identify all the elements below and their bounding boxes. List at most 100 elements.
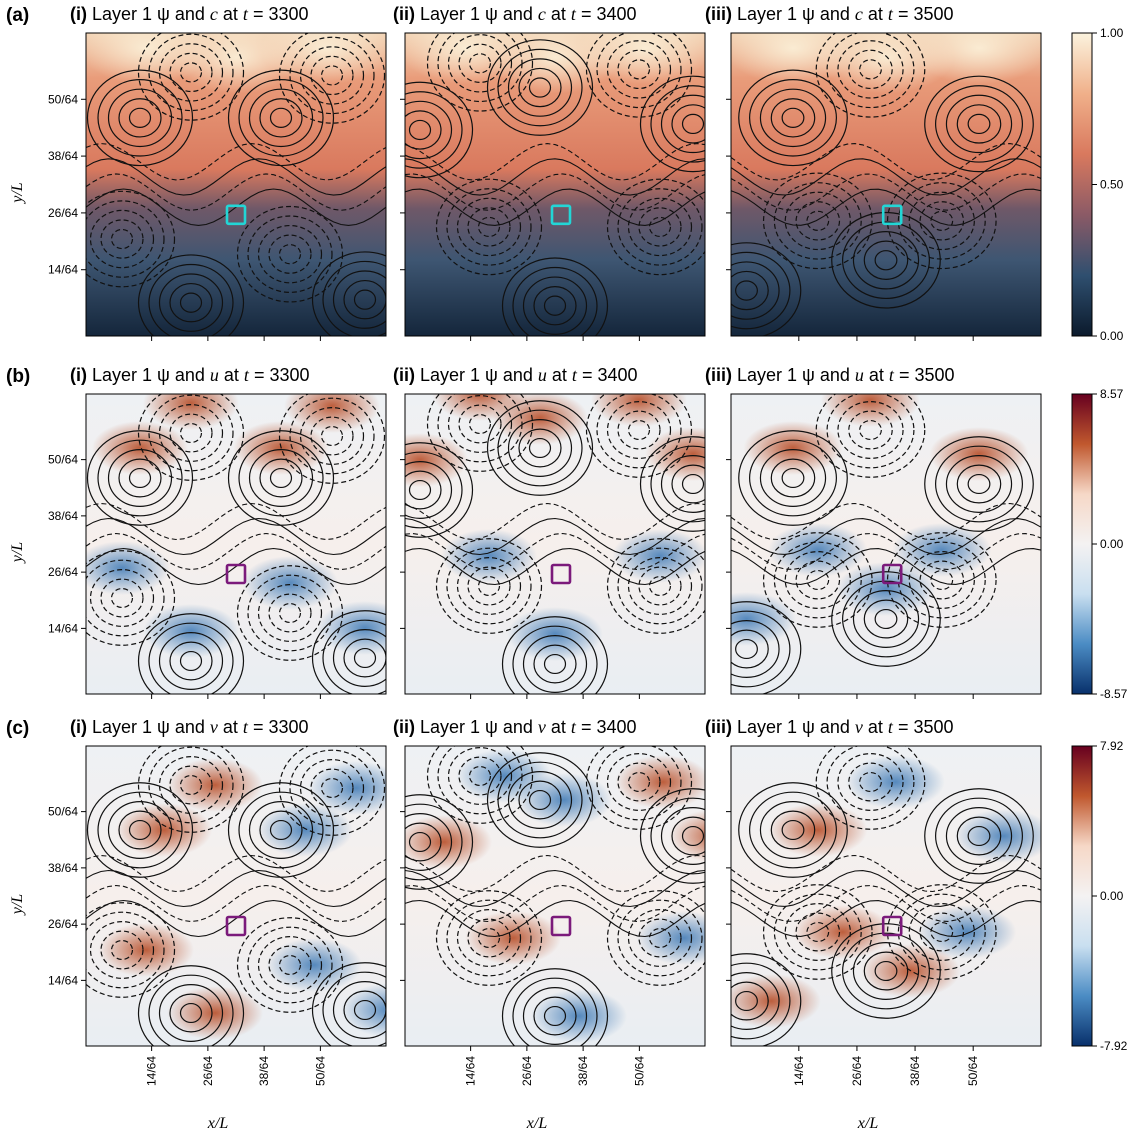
panel-title: (i) Layer 1 ψ and c at t = 3300 — [70, 4, 309, 24]
psi-contour — [107, 88, 173, 148]
psi-contour — [322, 971, 386, 1046]
psi-contour — [681, 825, 705, 847]
psi-contour — [967, 825, 991, 847]
psi-contour — [278, 33, 386, 124]
psi-contour — [248, 449, 314, 507]
psi-contour — [627, 909, 693, 967]
title-variable: v — [210, 717, 218, 737]
psi-contour — [886, 172, 997, 270]
colorbar-tick-label: 0.50 — [1100, 178, 1124, 192]
psi-contour — [437, 394, 523, 463]
psi-contour — [681, 113, 705, 135]
psi-contour — [268, 945, 312, 985]
psi-contour — [606, 178, 705, 276]
psi-contour — [458, 404, 502, 444]
psi-contour — [731, 270, 769, 311]
psi-contour — [107, 801, 173, 859]
psi-contour — [86, 911, 165, 989]
psi-contour — [543, 295, 567, 316]
x-tick-label: 14/64 — [792, 1056, 806, 1086]
panel-tag: (ii) — [393, 4, 420, 24]
psi-contour — [886, 884, 997, 980]
y-tick-label: 26/64 — [48, 917, 78, 931]
psi-contour — [128, 107, 152, 128]
psi-contour — [169, 413, 213, 453]
field-blob — [612, 529, 705, 583]
psi-contour — [841, 580, 930, 658]
psi-contour — [158, 43, 224, 102]
psi-contour — [248, 801, 314, 859]
panel-tag: (iii) — [705, 4, 737, 24]
psi-contour — [405, 532, 705, 571]
svg-text:(i) Layer 1 ψ and u at t = 33: (i) Layer 1 ψ and u at t = 3300 — [70, 365, 310, 385]
psi-contour — [89, 569, 155, 627]
psi-contour — [86, 200, 165, 278]
title-variable: u — [538, 365, 547, 385]
psi-contour — [278, 954, 302, 976]
psi-contour — [179, 292, 203, 313]
psi-contour — [945, 455, 1013, 513]
psi-contour — [650, 85, 705, 163]
highlight-box — [225, 915, 247, 937]
psi-contour — [930, 921, 954, 943]
psi-contour — [477, 927, 501, 949]
psi-contour — [863, 599, 909, 639]
psi-contour — [247, 574, 333, 652]
title-time-var: t — [571, 717, 577, 737]
psi-contour — [310, 768, 354, 808]
psi-contour — [606, 753, 672, 811]
field-blob — [266, 938, 362, 992]
psi-contour — [353, 999, 377, 1021]
psi-contour — [179, 422, 203, 444]
psi-contour — [859, 419, 882, 441]
panel — [400, 393, 706, 699]
psi-contour — [148, 263, 234, 336]
psi-contour — [908, 903, 975, 961]
psi-contour — [435, 178, 543, 276]
title-variable: v — [538, 717, 546, 737]
title-time-value: = 3300 — [248, 717, 309, 737]
psi-contour — [585, 746, 693, 830]
psi-contour — [543, 653, 567, 675]
psi-contour — [86, 69, 194, 167]
psi-contour — [86, 854, 386, 893]
psi-contour — [486, 39, 594, 136]
psi-contour — [86, 547, 386, 586]
psi-contour — [738, 69, 848, 167]
psi-contour — [467, 566, 511, 606]
colorbar — [1071, 393, 1093, 695]
psi-contour — [852, 590, 920, 648]
y-tick-label: 50/64 — [48, 92, 78, 106]
psi-contour — [863, 951, 909, 991]
psi-contour — [405, 869, 705, 908]
psi-contour — [606, 401, 672, 459]
psi-contour — [848, 410, 893, 450]
psi-contour — [97, 439, 183, 517]
panel-tag: (iii) — [705, 365, 737, 385]
panel-frame — [404, 745, 706, 1047]
psi-contour — [405, 502, 705, 541]
psi-contour — [638, 566, 682, 606]
psi-contour — [278, 244, 302, 265]
title-text: at — [863, 4, 888, 24]
psi-contour — [924, 788, 1034, 884]
psi-contour — [426, 394, 534, 472]
panel-frame — [730, 32, 1042, 337]
field-blob — [405, 433, 468, 487]
psi-contour — [650, 445, 705, 523]
psi-contour — [405, 884, 705, 923]
x-tick-label: 50/64 — [313, 1056, 327, 1086]
psi-contour — [446, 188, 532, 266]
psi-contour — [100, 578, 144, 618]
title-time-var: t — [888, 4, 894, 24]
psi-contour — [118, 98, 162, 138]
psi-contour — [648, 575, 672, 597]
psi-contour — [795, 201, 841, 241]
psi-contour — [762, 532, 873, 628]
psi-contour — [86, 559, 165, 637]
psi-contour — [606, 890, 705, 986]
panel-frame — [404, 393, 706, 695]
psi-contour — [437, 746, 523, 815]
psi-contour — [731, 962, 791, 1040]
psi-contour — [528, 789, 552, 811]
